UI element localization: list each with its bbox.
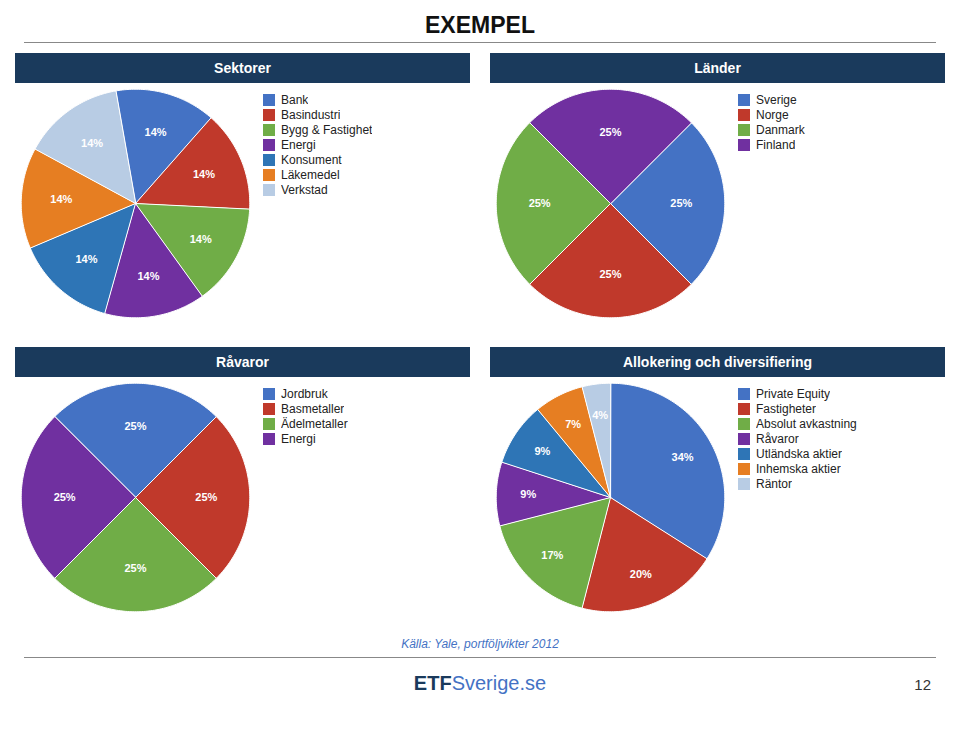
html-text:Norge: Norge — [756, 108, 789, 122]
svg-text:14%: 14% — [190, 232, 212, 244]
html-text:Energi: Energi — [281, 138, 316, 152]
html-text:Private Equity: Private Equity — [756, 387, 830, 401]
svg-text:14%: 14% — [50, 193, 72, 205]
svg-text:14%: 14% — [137, 270, 159, 282]
svg-text:25%: 25% — [599, 268, 621, 280]
html-text:Allokering och diversifiering: Allokering och diversifiering — [623, 354, 812, 370]
html-text:Absolut avkastning: Absolut avkastning — [756, 417, 857, 431]
svg-text:14%: 14% — [81, 137, 103, 149]
html-text:Konsument: Konsument — [281, 153, 342, 167]
html-text:Länder: Länder — [694, 60, 741, 76]
html-text:Inhemska aktier: Inhemska aktier — [756, 462, 841, 476]
svg-text:25%: 25% — [124, 420, 146, 432]
html-text:Danmark: Danmark — [756, 123, 805, 137]
svg-text:17%: 17% — [541, 549, 563, 561]
svg-text:25%: 25% — [670, 197, 692, 209]
html-text:Verkstad: Verkstad — [281, 183, 328, 197]
html-text:Räntor: Räntor — [756, 477, 792, 491]
html-text:ETF Sverige.se: ETF Sverige.se — [413, 672, 547, 694]
html-text:Basindustri: Basindustri — [281, 108, 341, 122]
html-text:Jordbruk: Jordbruk — [281, 387, 328, 401]
svg-text:9%: 9% — [520, 488, 536, 500]
html-text:Fastigheter: Fastigheter — [756, 402, 816, 416]
html-text:Råvaror: Råvaror — [756, 432, 799, 446]
html-text:12: 12 — [914, 676, 931, 693]
html-text:Råvaror: Råvaror — [216, 354, 269, 370]
svg-text:4%: 4% — [592, 409, 608, 421]
html-text:Basmetaller: Basmetaller — [281, 402, 345, 416]
svg-text:14%: 14% — [193, 168, 215, 180]
html-text:Läkemedel: Läkemedel — [281, 168, 340, 182]
html-text:Utländska aktier: Utländska aktier — [756, 447, 842, 461]
html-text:Ädelmetaller: Ädelmetaller — [281, 417, 348, 431]
svg-text:9%: 9% — [534, 445, 550, 457]
html-text:Finland: Finland — [756, 138, 796, 152]
svg-text:14%: 14% — [145, 126, 167, 138]
svg-text:14%: 14% — [75, 253, 97, 265]
svg-text:7%: 7% — [565, 418, 581, 430]
html-text:Sektorer: Sektorer — [214, 60, 271, 76]
svg-text:25%: 25% — [599, 126, 621, 138]
html-text:Bank: Bank — [281, 93, 309, 107]
svg-text:34%: 34% — [672, 451, 694, 463]
svg-text:25%: 25% — [529, 197, 551, 209]
svg-text:25%: 25% — [124, 562, 146, 574]
svg-text:25%: 25% — [54, 491, 76, 503]
html-text:Energi: Energi — [281, 432, 316, 446]
html-text:EXEMPEL: EXEMPEL — [425, 12, 535, 38]
html-text:Sverige: Sverige — [756, 93, 797, 107]
svg-text:25%: 25% — [195, 491, 217, 503]
html-text:Bygg & Fastighet: Bygg & Fastighet — [281, 123, 373, 137]
svg-text:20%: 20% — [630, 568, 652, 580]
html-text:Källa: Yale, portföljvikter 20: Källa: Yale, portföljvikter 2012 — [401, 637, 559, 651]
